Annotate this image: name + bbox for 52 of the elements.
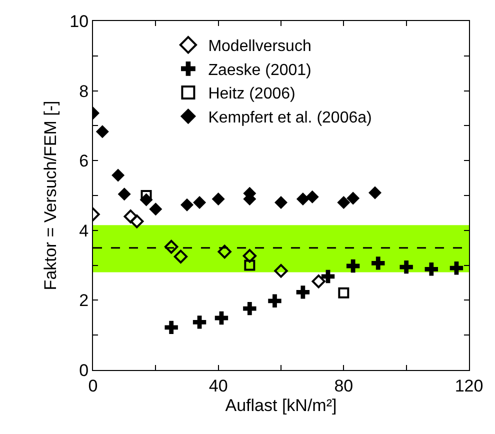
point bbox=[296, 192, 310, 206]
legend-label: Heitz (2006) bbox=[208, 86, 296, 103]
legend-label: Zaeske (2001) bbox=[208, 62, 312, 79]
point bbox=[192, 316, 206, 329]
point bbox=[338, 287, 350, 298]
x-tick-label: 80 bbox=[334, 376, 354, 396]
point bbox=[112, 168, 125, 182]
point bbox=[174, 250, 188, 264]
y-tick-label: 0 bbox=[79, 360, 89, 380]
point bbox=[124, 210, 138, 224]
point bbox=[130, 214, 144, 228]
x-axis-title: Auflast [kN/m²] bbox=[225, 396, 337, 415]
point bbox=[118, 188, 131, 201]
x-tick-label: 40 bbox=[208, 376, 228, 396]
point bbox=[424, 262, 438, 276]
point bbox=[218, 244, 232, 259]
point bbox=[140, 193, 153, 206]
point bbox=[164, 320, 178, 334]
y-tick-label: 2 bbox=[79, 291, 89, 310]
y-tick-label: 8 bbox=[79, 82, 89, 101]
point bbox=[368, 186, 382, 200]
point bbox=[450, 261, 464, 275]
y-axis-title: Faktor = Versuch/FEM [-] bbox=[41, 100, 60, 290]
point bbox=[306, 190, 319, 204]
point bbox=[274, 196, 288, 209]
point bbox=[274, 264, 288, 278]
point bbox=[346, 192, 360, 205]
point bbox=[164, 240, 178, 254]
point bbox=[268, 294, 282, 308]
point bbox=[312, 274, 326, 288]
legend-label: Kempfert et al. (2006a) bbox=[208, 110, 372, 127]
y-tick-label: 4 bbox=[79, 221, 89, 240]
point bbox=[244, 260, 256, 271]
legend-label: Modellversuch bbox=[208, 38, 312, 56]
point bbox=[212, 192, 225, 206]
point bbox=[242, 249, 257, 263]
point bbox=[321, 270, 335, 284]
point bbox=[346, 259, 360, 273]
point bbox=[337, 196, 350, 209]
point bbox=[193, 196, 206, 209]
point bbox=[149, 202, 162, 216]
y-tick-label: 10 bbox=[70, 12, 89, 31]
point bbox=[400, 260, 413, 274]
point bbox=[96, 125, 109, 138]
point bbox=[214, 311, 228, 325]
point bbox=[180, 198, 194, 212]
point bbox=[140, 190, 152, 201]
point bbox=[296, 286, 310, 299]
point bbox=[372, 256, 385, 270]
point bbox=[243, 302, 256, 316]
x-tick-label: 120 bbox=[454, 376, 484, 396]
y-tick-label: 6 bbox=[79, 152, 89, 171]
